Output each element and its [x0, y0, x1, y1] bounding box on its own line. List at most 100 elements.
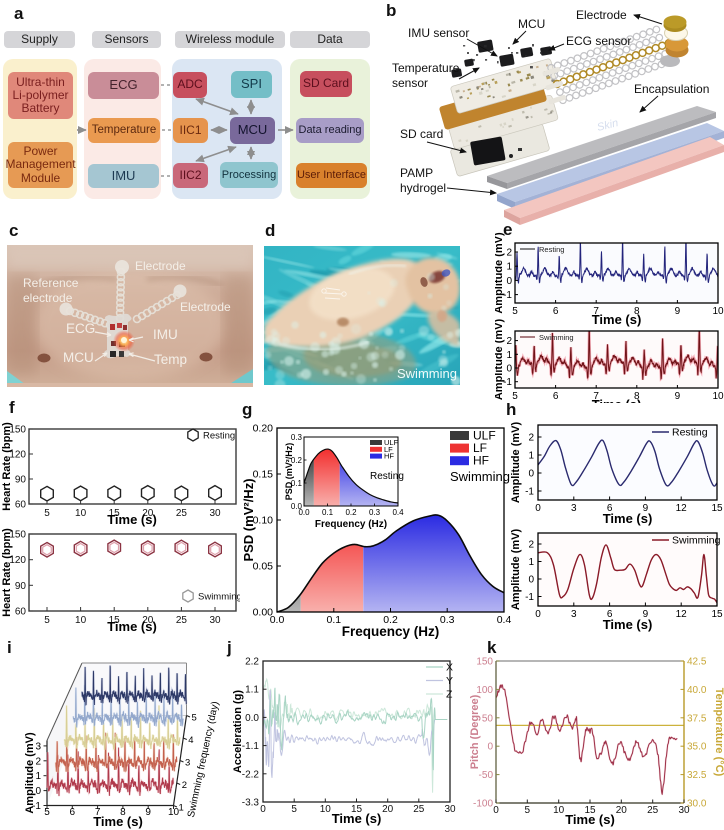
- svg-text:ULF: ULF: [384, 438, 399, 447]
- svg-text:40.0: 40.0: [687, 685, 707, 696]
- svg-text:15: 15: [351, 804, 363, 815]
- svg-text:10: 10: [712, 391, 724, 402]
- svg-text:3: 3: [571, 503, 577, 514]
- svg-text:-1: -1: [503, 290, 512, 301]
- svg-text:Skin: Skin: [596, 117, 620, 134]
- svg-text:Amplitude (mV): Amplitude (mV): [495, 319, 505, 401]
- svg-text:-1.1: -1.1: [242, 741, 260, 752]
- svg-text:30.0: 30.0: [687, 799, 707, 810]
- svg-text:Frequency (Hz): Frequency (Hz): [315, 519, 387, 530]
- svg-text:sensor: sensor: [392, 76, 428, 90]
- svg-text:0.0: 0.0: [298, 508, 310, 517]
- svg-text:10: 10: [168, 807, 180, 818]
- svg-text:20: 20: [142, 615, 154, 626]
- svg-text:90: 90: [15, 475, 27, 486]
- svg-text:2: 2: [506, 248, 512, 259]
- svg-text:-100: -100: [473, 799, 493, 810]
- svg-text:PSD (mV²/Hz): PSD (mV²/Hz): [241, 478, 256, 561]
- svg-text:8: 8: [634, 306, 640, 317]
- svg-text:Electrode: Electrode: [135, 259, 186, 273]
- svg-text:37.5: 37.5: [687, 713, 707, 724]
- svg-text:0: 0: [493, 805, 499, 816]
- svg-text:9: 9: [675, 306, 681, 317]
- svg-text:1: 1: [179, 803, 184, 814]
- svg-text:0.0: 0.0: [270, 614, 285, 626]
- svg-text:0.3: 0.3: [369, 508, 381, 517]
- svg-text:0.2: 0.2: [383, 614, 398, 626]
- svg-text:Swimming: Swimming: [450, 469, 510, 484]
- svg-text:Z: Z: [446, 689, 453, 701]
- svg-text:25: 25: [176, 615, 188, 626]
- svg-text:3: 3: [35, 741, 41, 752]
- svg-text:0.10: 0.10: [253, 515, 274, 527]
- svg-text:0.05: 0.05: [253, 561, 274, 573]
- svg-text:5: 5: [512, 306, 518, 317]
- svg-text:Swimming: Swimming: [539, 333, 574, 342]
- svg-text:ULF: ULF: [473, 429, 496, 443]
- svg-text:5: 5: [512, 391, 518, 402]
- svg-text:5: 5: [291, 804, 297, 815]
- svg-text:8: 8: [120, 807, 126, 818]
- svg-text:Resting: Resting: [672, 427, 708, 439]
- svg-text:0.3: 0.3: [291, 433, 303, 442]
- svg-text:2: 2: [528, 540, 534, 551]
- svg-text:150: 150: [9, 425, 26, 436]
- svg-text:1: 1: [35, 771, 41, 782]
- svg-text:Heart Rate (bpm): Heart Rate (bpm): [1, 422, 13, 511]
- svg-text:0.15: 0.15: [253, 469, 274, 481]
- svg-text:0: 0: [506, 276, 512, 287]
- svg-text:0.1: 0.1: [322, 508, 334, 517]
- svg-text:150: 150: [9, 530, 26, 541]
- svg-text:15: 15: [109, 508, 121, 519]
- svg-text:0.4: 0.4: [392, 508, 404, 517]
- svg-text:X: X: [446, 662, 453, 674]
- svg-text:Amplitude (mV): Amplitude (mV): [24, 732, 36, 814]
- svg-text:30: 30: [678, 805, 690, 816]
- svg-text:-1: -1: [32, 801, 41, 812]
- svg-text:9: 9: [643, 503, 649, 514]
- svg-text:6: 6: [553, 306, 559, 317]
- svg-text:10: 10: [75, 615, 87, 626]
- svg-text:5: 5: [44, 615, 50, 626]
- svg-text:120: 120: [9, 450, 26, 461]
- svg-text:6: 6: [553, 391, 559, 402]
- svg-text:HF: HF: [384, 452, 394, 461]
- svg-text:Acceleration (g): Acceleration (g): [232, 690, 244, 773]
- svg-text:0: 0: [35, 786, 41, 797]
- svg-text:0.20: 0.20: [253, 423, 274, 435]
- svg-text:2.2: 2.2: [245, 657, 259, 668]
- svg-text:150: 150: [476, 657, 493, 668]
- svg-text:35.0: 35.0: [687, 742, 707, 753]
- svg-text:0: 0: [528, 469, 534, 480]
- svg-text:MCU: MCU: [63, 350, 94, 365]
- svg-text:10: 10: [553, 805, 565, 816]
- svg-text:Resting: Resting: [203, 431, 235, 442]
- svg-text:12: 12: [676, 609, 688, 620]
- svg-text:0.00: 0.00: [253, 607, 274, 619]
- svg-text:ECG sensor: ECG sensor: [566, 34, 631, 48]
- svg-text:-50: -50: [479, 770, 494, 781]
- svg-text:10: 10: [320, 804, 332, 815]
- svg-text:Heart Rate (bpm): Heart Rate (bpm): [1, 528, 13, 617]
- svg-text:0: 0: [535, 609, 541, 620]
- svg-text:Time (s): Time (s): [603, 617, 653, 632]
- svg-text:0.3: 0.3: [440, 614, 455, 626]
- svg-text:8: 8: [634, 391, 640, 402]
- svg-text:30: 30: [444, 804, 456, 815]
- svg-text:10: 10: [75, 508, 87, 519]
- svg-text:50: 50: [482, 713, 494, 724]
- svg-text:90: 90: [15, 581, 27, 592]
- svg-text:Time (s): Time (s): [107, 512, 157, 527]
- svg-text:0: 0: [260, 804, 266, 815]
- svg-text:9: 9: [145, 807, 151, 818]
- svg-text:30: 30: [209, 615, 221, 626]
- svg-text:Amplitude (mV): Amplitude (mV): [510, 529, 522, 611]
- svg-text:Reference: Reference: [23, 276, 79, 290]
- svg-text:15: 15: [711, 503, 723, 514]
- svg-text:42.5: 42.5: [687, 657, 707, 668]
- svg-text:IMU sensor: IMU sensor: [408, 26, 469, 40]
- svg-text:2: 2: [528, 433, 534, 444]
- svg-text:6: 6: [607, 609, 613, 620]
- svg-text:Temperature: Temperature: [392, 61, 460, 75]
- svg-text:Temp: Temp: [154, 352, 187, 367]
